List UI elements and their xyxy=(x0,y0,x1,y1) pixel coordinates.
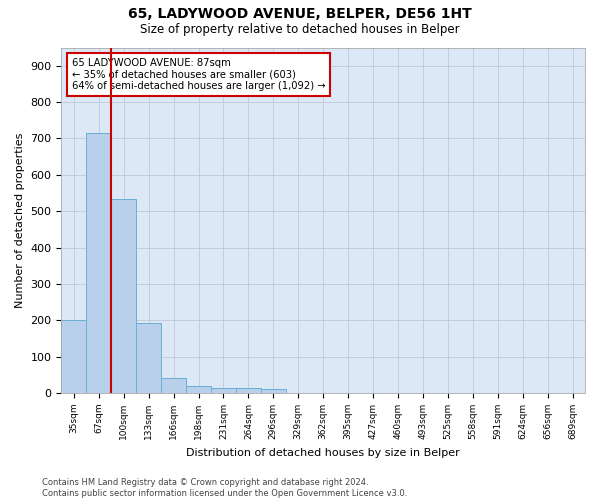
Bar xyxy=(111,199,136,393)
Text: Size of property relative to detached houses in Belper: Size of property relative to detached ho… xyxy=(140,22,460,36)
Bar xyxy=(86,134,111,393)
X-axis label: Distribution of detached houses by size in Belper: Distribution of detached houses by size … xyxy=(187,448,460,458)
Bar xyxy=(186,386,211,393)
Text: 65, LADYWOOD AVENUE, BELPER, DE56 1HT: 65, LADYWOOD AVENUE, BELPER, DE56 1HT xyxy=(128,8,472,22)
Text: Contains HM Land Registry data © Crown copyright and database right 2024.
Contai: Contains HM Land Registry data © Crown c… xyxy=(42,478,407,498)
Bar xyxy=(136,323,161,393)
Text: 65 LADYWOOD AVENUE: 87sqm
← 35% of detached houses are smaller (603)
64% of semi: 65 LADYWOOD AVENUE: 87sqm ← 35% of detac… xyxy=(72,58,325,91)
Bar xyxy=(261,390,286,393)
Bar xyxy=(161,378,186,393)
Bar xyxy=(211,388,236,393)
Y-axis label: Number of detached properties: Number of detached properties xyxy=(15,132,25,308)
Bar xyxy=(61,320,86,393)
Bar xyxy=(236,388,261,393)
